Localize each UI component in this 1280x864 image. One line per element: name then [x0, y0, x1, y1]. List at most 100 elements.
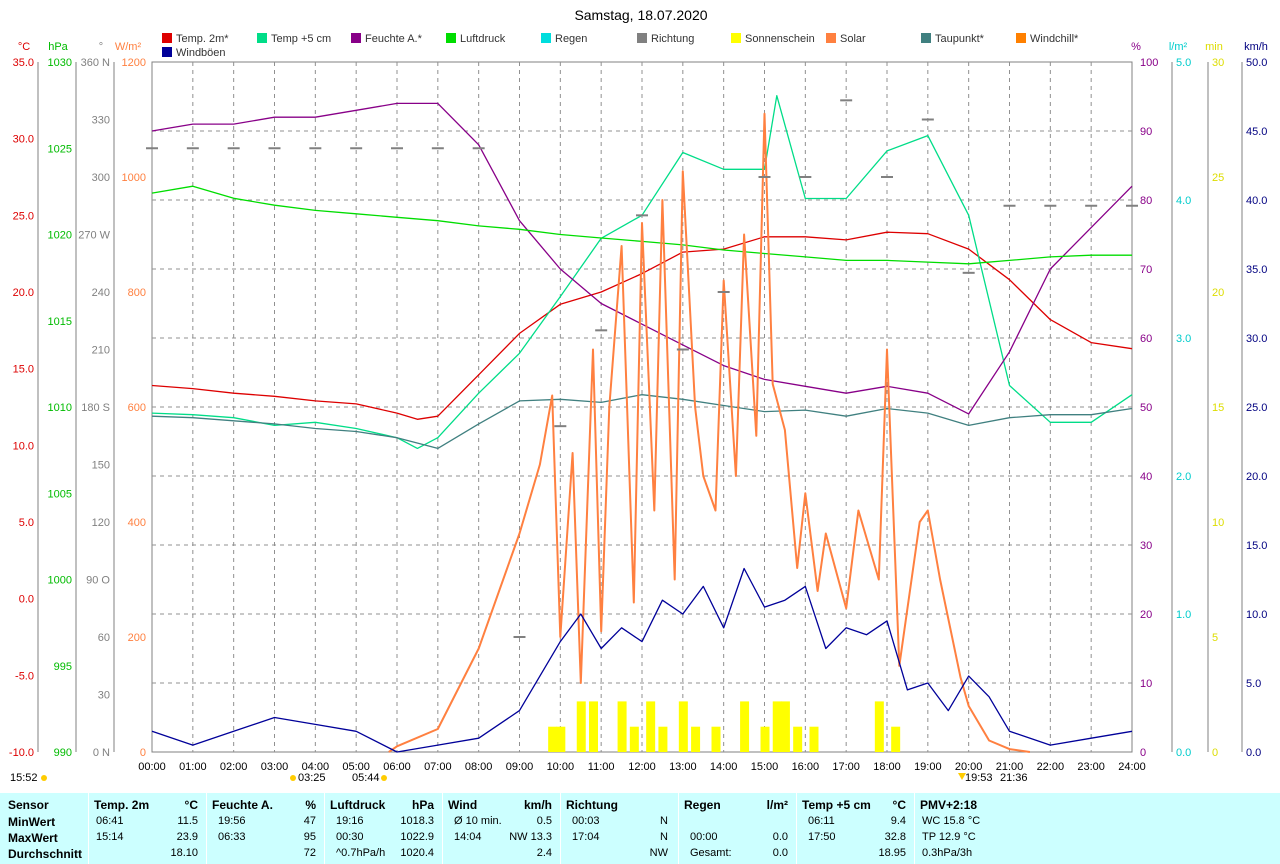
direction-mark: [268, 147, 281, 150]
column-separator: [442, 793, 443, 864]
sunshine-bar: [589, 701, 598, 752]
stat-cell-label: 00:00: [690, 831, 718, 843]
x-tick-label: 08:00: [465, 761, 493, 773]
stat-cell-label: ^0.7hPa/h: [336, 847, 386, 859]
axis-unit-label: °C: [18, 41, 30, 53]
column-separator: [324, 793, 325, 864]
axis-tick-label: 800: [128, 287, 146, 299]
axis-tick-label: 360 N: [81, 57, 110, 69]
legend-swatch: [1016, 33, 1026, 43]
x-tick-label: 20:00: [955, 761, 983, 773]
legend-entry: Regen: [555, 33, 587, 45]
axis-tick-label: 995: [54, 661, 72, 673]
x-tick-label: 17:00: [832, 761, 860, 773]
stat-cell-value: N: [660, 831, 668, 843]
axis-tick-label: 0.0: [1246, 747, 1261, 759]
axis-tick-label: 0: [1140, 747, 1146, 759]
x-tick-label: 02:00: [220, 761, 248, 773]
axis-unit-label: min: [1205, 41, 1223, 53]
sunshine-bar: [576, 701, 586, 752]
x-tick-label: 13:00: [669, 761, 697, 773]
axis-tick-label: 70: [1140, 264, 1152, 276]
statistics-table: Sensor MinWert MaxWert Durchschnitt Temp…: [0, 793, 1280, 864]
legend-swatch: [637, 33, 647, 43]
direction-mark: [881, 176, 893, 178]
legend-swatch: [351, 33, 361, 43]
axis-tick-label: 150: [92, 460, 110, 472]
x-tick-label: 01:00: [179, 761, 207, 773]
axis-tick-label: 600: [128, 402, 146, 414]
series-line-2: [151, 102, 1133, 415]
axis-tick-label: 10.0: [13, 440, 34, 452]
stat-cell-label: 14:04: [454, 831, 482, 843]
stat-cell-value: 11.5: [177, 815, 198, 827]
axis-tick-label: 90: [1140, 126, 1152, 138]
sunset-time-2: 21:36: [1000, 772, 1028, 784]
sunshine-bar: [617, 701, 627, 752]
axis-tick-label: 90 O: [86, 575, 110, 587]
axis-unit-label: °: [99, 41, 103, 53]
direction-mark: [391, 147, 403, 150]
sunshine-bar: [678, 701, 688, 752]
stat-column: Wind km/h Ø 10 min. 0.5 14:04 NW 13.3 2.4: [442, 793, 560, 864]
axis-tick-label: 35.0: [1246, 264, 1267, 276]
axis-tick-label: 200: [128, 632, 146, 644]
stat-cell-label: TP 12.9 °C: [922, 831, 976, 843]
stat-unit: l/m²: [766, 798, 788, 812]
sunshine-bar: [793, 726, 803, 752]
axis-tick-label: 30.0: [13, 134, 34, 146]
sunset-time-1: 19:53: [965, 772, 993, 784]
stat-unit: km/h: [523, 798, 552, 812]
sunshine-bar: [874, 701, 884, 752]
legend-swatch: [921, 33, 931, 43]
stat-cell-label: 17:04: [572, 831, 600, 843]
stat-column: Temp. 2m °C 06:41 11.5 15:14 23.9 18.10: [88, 793, 206, 864]
axis-unit-label: W/m²: [115, 41, 142, 53]
direction-mark: [799, 176, 812, 178]
axis-unit-label: hPa: [48, 41, 68, 53]
axis-tick-label: 1000: [48, 575, 72, 587]
sunshine-bar: [556, 726, 566, 752]
column-separator: [914, 793, 915, 864]
direction-mark: [758, 176, 771, 178]
direction-mark: [186, 147, 199, 150]
sunshine-bar: [548, 726, 558, 752]
axis-tick-label: 30.0: [1246, 333, 1267, 345]
sun-icon: [290, 775, 296, 781]
sunshine-bar: [691, 726, 701, 752]
column-separator: [88, 793, 89, 864]
legend-entry: Richtung: [651, 33, 694, 45]
direction-mark: [309, 147, 322, 150]
axis-tick-label: 5.0: [19, 517, 34, 529]
x-tick-label: 22:00: [1037, 761, 1065, 773]
stat-cell-value: 1022.9: [400, 831, 434, 843]
axis-tick-label: 50: [1140, 402, 1152, 414]
axis-tick-label: 10.0: [1246, 609, 1267, 621]
sunshine-bar: [740, 701, 750, 752]
axis-tick-label: 330: [92, 115, 110, 127]
axis-tick-label: 20.0: [13, 287, 34, 299]
direction-mark: [921, 118, 934, 121]
stat-cell-value: 72: [303, 847, 316, 859]
axis-tick-label: 80: [1140, 195, 1152, 207]
axis-tick-label: 30: [98, 690, 110, 702]
direction-mark: [840, 99, 853, 102]
axis-unit-label: km/h: [1244, 41, 1268, 53]
axis-tick-label: 20: [1212, 287, 1224, 299]
axis-tick-label: 30: [1212, 57, 1224, 69]
series-line-4: [151, 394, 1133, 450]
chart-axes: 00:00 01:00 02:00 03:00 04:00 05:00 06:00 07:00…: [9, 41, 1268, 773]
direction-mark: [227, 147, 240, 150]
axis-tick-label: 50.0: [1246, 57, 1267, 69]
axis-tick-label: 0: [140, 747, 146, 759]
stat-header: Temp +5 cm: [802, 798, 871, 812]
stat-cell-value: NW: [649, 847, 668, 859]
sunrise-time-1: 03:25: [298, 772, 326, 784]
axis-tick-label: 25.0: [13, 210, 34, 222]
axis-tick-label: 180 S: [81, 402, 110, 414]
x-tick-label: 23:00: [1077, 761, 1105, 773]
sun-icon: [381, 775, 387, 781]
direction-mark: [636, 214, 648, 217]
axis-tick-label: 0.0: [19, 594, 34, 606]
legend-entry: Feuchte A.*: [365, 33, 423, 45]
